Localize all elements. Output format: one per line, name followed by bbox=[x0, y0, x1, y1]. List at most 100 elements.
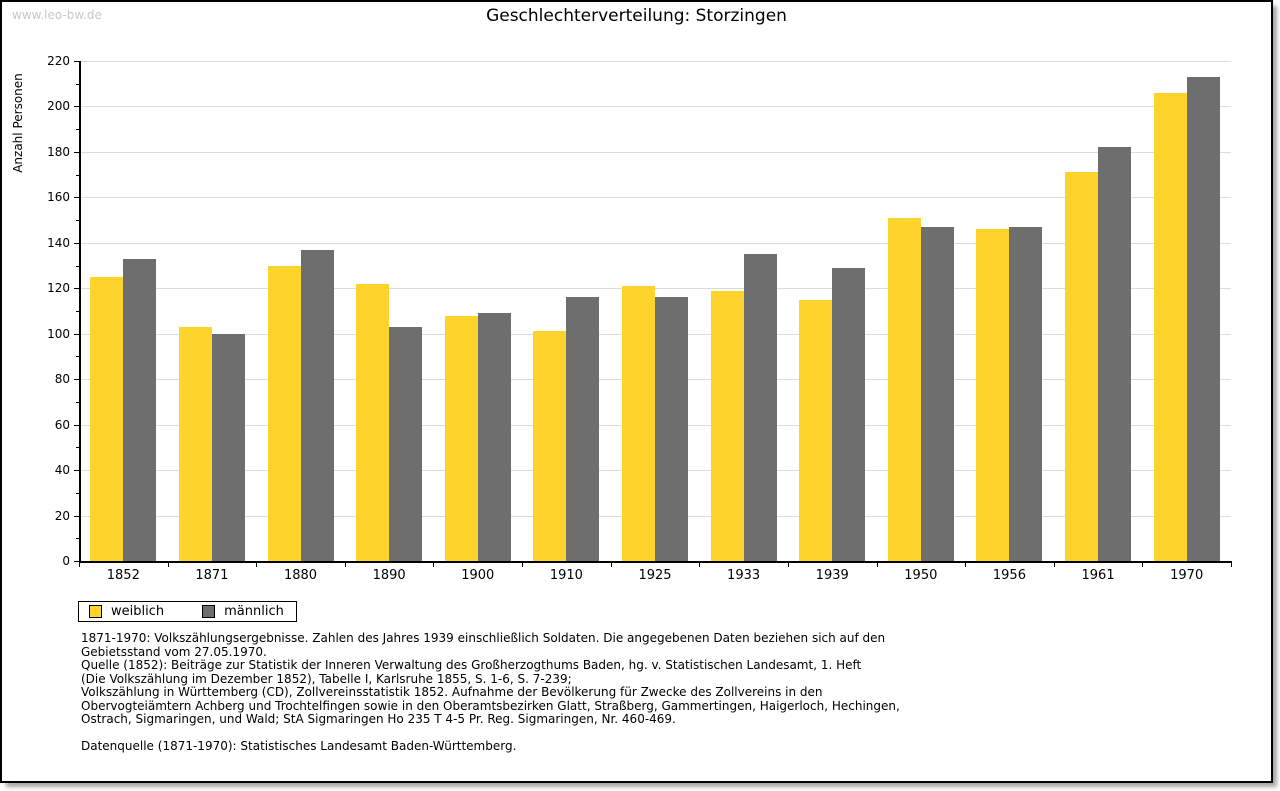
footnote-line: Obervogteiämtern Achberg und Trochtelfin… bbox=[81, 698, 900, 713]
y-tick bbox=[74, 424, 79, 426]
x-tick bbox=[433, 563, 435, 567]
y-tick bbox=[74, 379, 79, 381]
bar-weiblich-1956 bbox=[976, 229, 1010, 561]
y-tick-label: 180 bbox=[47, 144, 70, 159]
y-tick bbox=[74, 106, 79, 108]
x-tick-label-1910: 1910 bbox=[549, 568, 583, 583]
y-tick bbox=[74, 470, 79, 472]
gridline-140 bbox=[81, 242, 1231, 244]
y-tick-label: 40 bbox=[54, 463, 70, 478]
y-tick-label: 140 bbox=[47, 235, 70, 250]
legend-swatch-weiblich bbox=[89, 605, 102, 618]
footnote-line: Ostrach, Sigmaringen, und Wald; StA Sigm… bbox=[81, 712, 676, 726]
x-tick bbox=[522, 563, 524, 567]
y-tick-label: 200 bbox=[47, 99, 70, 114]
gridline-160 bbox=[81, 197, 1231, 199]
y-tick bbox=[76, 174, 79, 176]
y-tick bbox=[76, 311, 79, 312]
y-tick bbox=[74, 515, 79, 517]
bar-männlich-1890 bbox=[389, 326, 423, 561]
gridline-120 bbox=[81, 288, 1231, 290]
bar-weiblich-1925 bbox=[622, 286, 655, 561]
footnote-line: 1871-1970: Volkszählungsergebnisse. Zahl… bbox=[81, 631, 886, 645]
y-tick-label: 60 bbox=[54, 417, 70, 432]
chart-title: Geschlechterverteilung: Storzingen bbox=[486, 6, 787, 26]
footnotes: 1871-1970: Volkszählungsergebnisse. Zahl… bbox=[81, 631, 900, 753]
y-tick bbox=[76, 401, 79, 403]
bar-weiblich-1880 bbox=[267, 265, 301, 561]
bar-weiblich-1910 bbox=[533, 331, 567, 561]
gridline-180 bbox=[81, 151, 1231, 153]
y-tick bbox=[74, 242, 79, 244]
x-axis-line bbox=[79, 561, 1232, 563]
y-tick-label: 100 bbox=[47, 326, 70, 341]
gridline-200 bbox=[81, 106, 1231, 108]
gridline-220 bbox=[81, 61, 1231, 62]
x-tick bbox=[1053, 563, 1055, 567]
y-tick-label: 20 bbox=[54, 508, 70, 523]
x-tick bbox=[787, 563, 789, 567]
x-tick bbox=[965, 563, 967, 567]
bar-weiblich-1950 bbox=[887, 217, 921, 561]
x-tick-label-1890: 1890 bbox=[372, 568, 406, 583]
x-tick bbox=[610, 563, 612, 567]
y-tick bbox=[74, 333, 79, 335]
y-tick bbox=[76, 492, 79, 494]
bar-weiblich-1970 bbox=[1153, 92, 1187, 561]
x-tick-label-1939: 1939 bbox=[815, 568, 849, 583]
x-tick bbox=[79, 563, 80, 567]
bar-weiblich-1900 bbox=[444, 315, 478, 561]
y-tick-label: 80 bbox=[54, 372, 70, 387]
bar-männlich-1933 bbox=[743, 254, 777, 561]
x-tick-label-1950: 1950 bbox=[904, 568, 938, 583]
x-tick-label-1933: 1933 bbox=[727, 568, 761, 583]
legend-label-weiblich: weiblich bbox=[111, 604, 165, 619]
bar-männlich-1961 bbox=[1098, 147, 1132, 561]
y-tick bbox=[76, 356, 79, 358]
plot-area: 0 20 40 60 80 100 120 140 160 180 200 220 1852 1871 18… bbox=[2, 2, 1271, 781]
bar-männlich-1871 bbox=[211, 333, 245, 561]
bar-männlich-1950 bbox=[920, 226, 954, 561]
legend: weiblich männlich bbox=[78, 601, 297, 622]
y-tick bbox=[74, 197, 79, 199]
bar-männlich-1880 bbox=[300, 249, 334, 561]
x-tick-label-1852: 1852 bbox=[106, 568, 140, 583]
y-tick bbox=[74, 561, 79, 562]
footnote-line: Volkszählung in Württemberg (CD), Zollve… bbox=[81, 685, 823, 699]
x-tick-label-1880: 1880 bbox=[283, 568, 318, 583]
y-tick bbox=[76, 129, 79, 131]
y-tick bbox=[76, 265, 79, 267]
bar-männlich-1956 bbox=[1009, 226, 1043, 561]
x-tick-label-1925: 1925 bbox=[638, 568, 672, 583]
bar-männlich-1970 bbox=[1186, 76, 1220, 561]
x-tick-label-1900: 1900 bbox=[461, 568, 495, 583]
x-tick bbox=[256, 563, 258, 567]
watermark: www.leo-bw.de bbox=[12, 8, 102, 22]
y-tick bbox=[76, 447, 79, 449]
bar-weiblich-1890 bbox=[356, 283, 390, 561]
y-axis-line bbox=[79, 61, 81, 563]
bar-männlich-1939 bbox=[832, 267, 866, 561]
bar-weiblich-1961 bbox=[1065, 172, 1099, 561]
bar-männlich-1852 bbox=[123, 258, 157, 561]
bar-weiblich-1852 bbox=[90, 276, 124, 561]
x-tick-label-1970: 1970 bbox=[1170, 568, 1204, 583]
x-tick bbox=[1142, 563, 1144, 567]
x-tick bbox=[876, 563, 878, 567]
datasource-line: Datenquelle (1871-1970): Statistisches L… bbox=[81, 738, 517, 753]
bar-männlich-1910 bbox=[566, 297, 600, 561]
x-tick-label-1956: 1956 bbox=[992, 568, 1026, 583]
y-tick-label: 120 bbox=[47, 281, 70, 296]
y-tick bbox=[76, 83, 79, 85]
footnote-line: (Die Volkszählung im Dezember 1852), Tab… bbox=[81, 671, 572, 686]
footnote-line: Gebietsstand vom 27.05.1970. bbox=[81, 644, 267, 659]
y-tick-label: 220 bbox=[47, 54, 70, 68]
y-tick bbox=[76, 220, 79, 222]
legend-swatch-maennlich bbox=[202, 605, 216, 618]
y-tick bbox=[76, 538, 79, 540]
y-tick-label: 160 bbox=[47, 190, 70, 205]
y-tick bbox=[74, 288, 79, 290]
y-tick bbox=[74, 61, 79, 62]
bar-weiblich-1939 bbox=[799, 299, 833, 561]
bar-männlich-1925 bbox=[655, 297, 688, 561]
